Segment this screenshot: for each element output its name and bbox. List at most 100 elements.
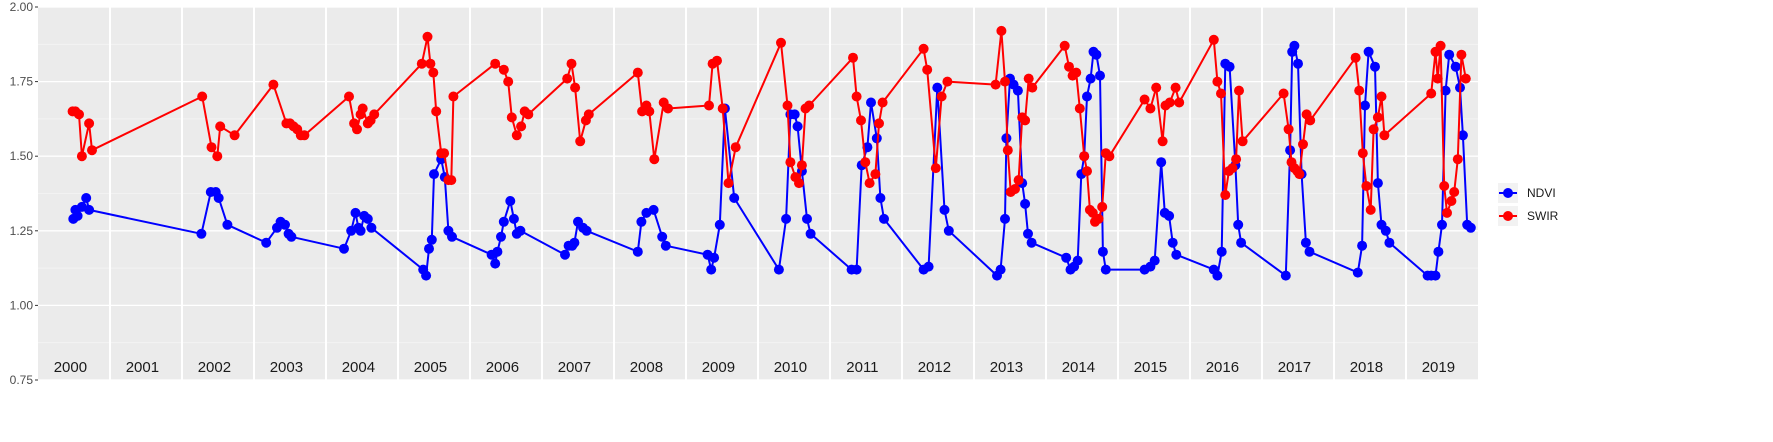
ndvi-data-point: [657, 231, 668, 242]
year-label: 2019: [1422, 359, 1455, 376]
ndvi-data-point: [1437, 219, 1447, 230]
year-label: 2018: [1350, 359, 1383, 376]
swir-data-point: [990, 79, 1001, 90]
ndvi-data-point: [1156, 157, 1167, 168]
swir-data-point: [663, 103, 673, 114]
swir-legend-marker: [1503, 211, 1513, 221]
y-tick-label: 1.75: [10, 75, 34, 89]
swir-data-point: [1372, 112, 1383, 123]
swir-data-point: [632, 67, 643, 78]
swir-data-point: [1237, 136, 1248, 147]
swir-data-point: [1350, 52, 1361, 63]
ndvi-data-point: [81, 193, 92, 203]
swir-data-point: [1212, 76, 1223, 87]
swir-data-point: [431, 106, 442, 117]
swir-data-point: [425, 58, 436, 69]
ndvi-data-point: [1465, 222, 1476, 233]
swir-data-point: [566, 58, 577, 69]
swir-data-point: [583, 109, 594, 120]
y-tick-label: 0.75: [10, 373, 34, 387]
ndvi-data-point: [781, 213, 792, 224]
swir-data-point: [1000, 76, 1010, 87]
swir-data-point: [856, 115, 866, 126]
swir-data-point: [1013, 175, 1024, 186]
ndvi-data-point: [1020, 198, 1031, 209]
year-label: 2008: [630, 359, 663, 376]
ndvi-data-point: [498, 216, 509, 227]
swir-data-point: [1227, 163, 1238, 174]
ndvi-data-point: [1352, 267, 1363, 278]
swir-data-point: [428, 67, 439, 78]
ndvi-data-point: [1430, 270, 1441, 281]
swir-data-point: [712, 55, 722, 66]
ndvi-data-point: [709, 252, 720, 263]
swir-data-point: [84, 118, 95, 129]
ndvi-data-point: [1384, 237, 1395, 248]
ndvi-data-point: [1171, 249, 1182, 260]
ndvi-data-point: [1357, 240, 1368, 251]
swir-data-point: [1442, 207, 1452, 218]
ndvi-data-point: [789, 109, 800, 120]
swir-data-point: [229, 130, 240, 141]
swir-data-point: [1002, 145, 1013, 156]
ndvi-legend-label: NDVI: [1527, 186, 1556, 200]
swir-data-point: [1074, 103, 1085, 114]
swir-data-point: [776, 37, 786, 48]
ndvi-data-point: [1304, 246, 1315, 257]
swir-data-point: [299, 130, 310, 141]
swir-data-point: [1059, 40, 1070, 51]
swir-data-point: [511, 130, 522, 141]
swir-data-point: [87, 145, 97, 156]
swir-data-point: [1432, 73, 1443, 84]
ndvi-data-point: [515, 225, 526, 236]
ndvi-data-point: [1072, 255, 1083, 266]
swir-data-point: [1170, 82, 1181, 93]
ndvi-data-point: [1372, 178, 1383, 189]
ndvi-data-point: [505, 196, 516, 206]
ndvi-data-point: [1023, 228, 1033, 239]
year-label: 2002: [198, 359, 231, 376]
year-label: 2017: [1278, 359, 1311, 376]
swir-data-point: [1082, 166, 1092, 177]
ndvi-data-point: [426, 234, 437, 245]
ndvi-data-point: [1440, 85, 1451, 96]
swir-data-point: [416, 58, 427, 69]
swir-data-point: [1216, 88, 1226, 99]
ndvi-data-point: [1026, 237, 1037, 248]
swir-data-point: [439, 148, 450, 159]
ndvi-data-point: [424, 243, 434, 254]
swir-data-point: [74, 109, 84, 120]
ndvi-data-point: [879, 213, 889, 224]
year-label: 2007: [558, 359, 591, 376]
ndvi-data-point: [943, 225, 954, 236]
ndvi-data-point: [1293, 58, 1303, 69]
swir-data-point: [570, 82, 581, 93]
swir-data-point: [1157, 136, 1168, 147]
ndvi-data-point: [802, 213, 812, 224]
ndvi-data-point: [508, 213, 519, 224]
year-label: 2013: [990, 359, 1023, 376]
swir-data-point: [870, 169, 881, 180]
swir-data-point: [1020, 115, 1031, 126]
ndvi-data-point: [1370, 61, 1380, 72]
ndvi-data-point: [222, 219, 233, 230]
ndvi-data-point: [447, 231, 457, 242]
swir-data-point: [1208, 34, 1219, 45]
ndvi-data-point: [1082, 91, 1092, 102]
swir-data-point: [996, 25, 1007, 36]
ndvi-data-point: [1212, 270, 1223, 281]
ndvi-data-point: [350, 207, 361, 218]
ndvi-data-point: [492, 246, 503, 257]
swir-data-point: [730, 142, 741, 153]
ndvi-data-point: [1289, 40, 1300, 51]
ndvi-data-point: [636, 216, 647, 227]
swir-data-point: [76, 151, 87, 162]
swir-data-point: [1460, 73, 1471, 84]
swir-data-point: [1449, 187, 1460, 197]
swir-data-point: [490, 58, 501, 69]
year-label: 2004: [342, 359, 375, 376]
year-label: 2000: [54, 359, 87, 376]
series-layer: [67, 25, 1476, 281]
year-label: 2001: [126, 359, 159, 376]
